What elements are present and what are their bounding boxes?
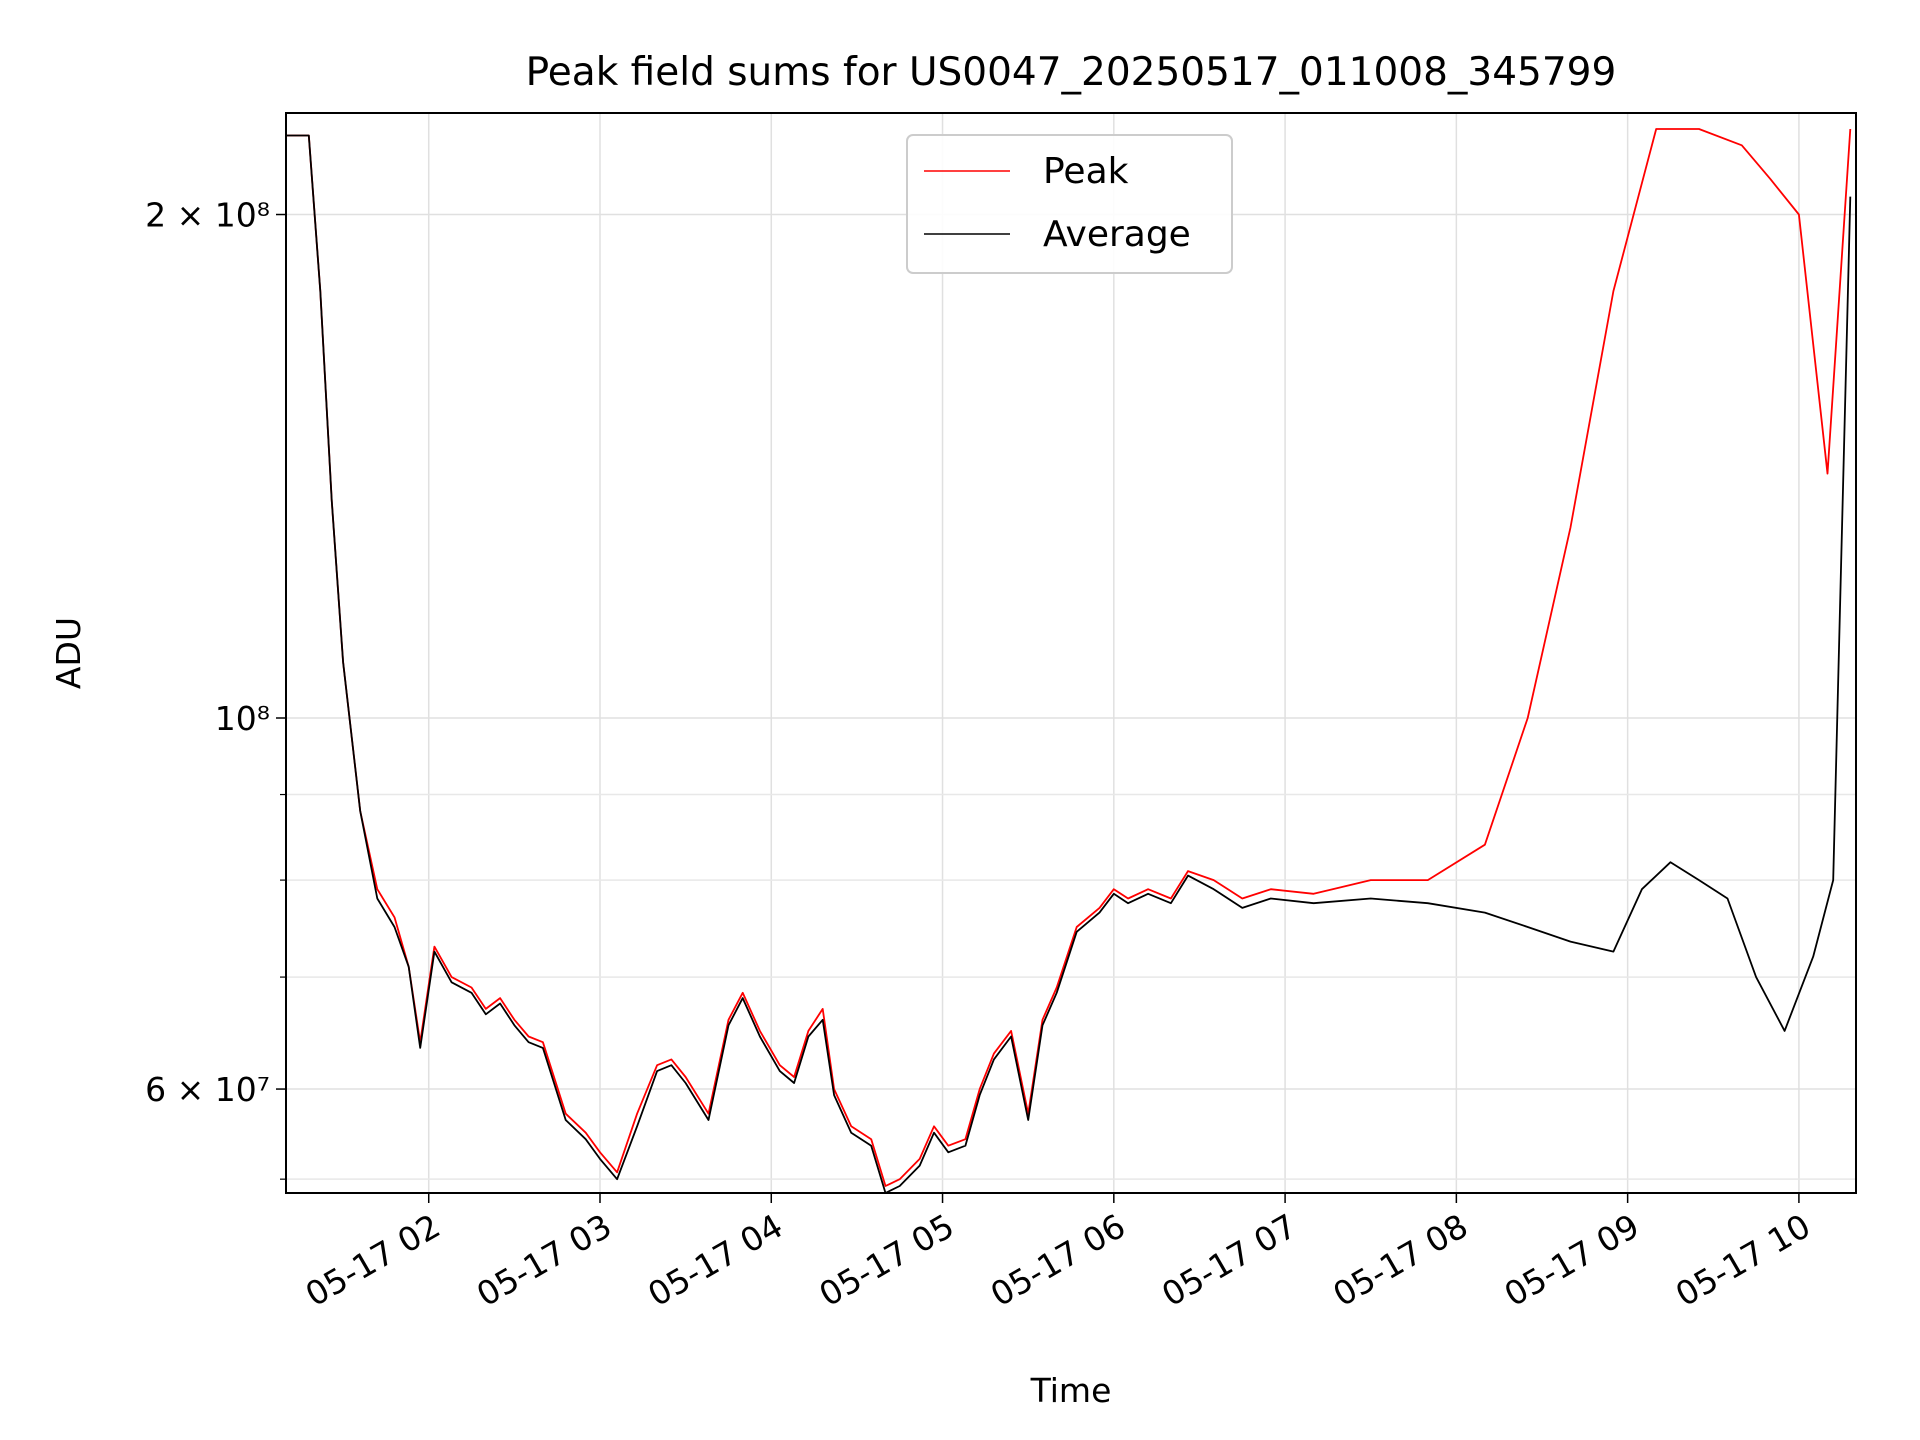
x-tick-label: 05-17 10 — [1669, 1206, 1817, 1314]
x-tick-label: 05-17 04 — [641, 1206, 789, 1314]
chart-title: Peak field sums for US0047_20250517_0110… — [526, 50, 1617, 95]
legend-box — [906, 134, 1233, 274]
y-tick-label: 2 × 10⁸ — [145, 196, 270, 235]
legend: Peak Average — [906, 134, 1233, 274]
x-tick-label: 05-17 02 — [299, 1206, 447, 1314]
series-layer — [286, 128, 1852, 1194]
y-axis-label: ADU — [49, 617, 88, 689]
x-tick-label: 05-17 06 — [984, 1206, 1132, 1314]
y-tick-label: 6 × 10⁷ — [145, 1070, 270, 1109]
series-line-average — [286, 134, 1852, 1194]
axis-ticks: 05-17 02 05-17 03 05-17 04 05-17 05 05-17 06… — [145, 196, 1817, 1315]
x-tick-label: 05-17 03 — [470, 1206, 618, 1314]
y-tick-label: 10⁸ — [215, 699, 270, 738]
legend-label-peak: Peak — [1043, 151, 1129, 192]
legend-label-average: Average — [1043, 214, 1191, 255]
series-line-peak — [286, 128, 1852, 1187]
x-tick-label: 05-17 08 — [1326, 1206, 1474, 1314]
plot-frame — [285, 112, 1857, 1194]
x-tick-label: 05-17 09 — [1498, 1206, 1646, 1314]
x-tick-label: 05-17 07 — [1155, 1206, 1303, 1314]
grid-lines — [286, 113, 1856, 1193]
x-axis-label: Time — [1030, 1371, 1112, 1410]
x-tick-label: 05-17 05 — [813, 1206, 961, 1314]
